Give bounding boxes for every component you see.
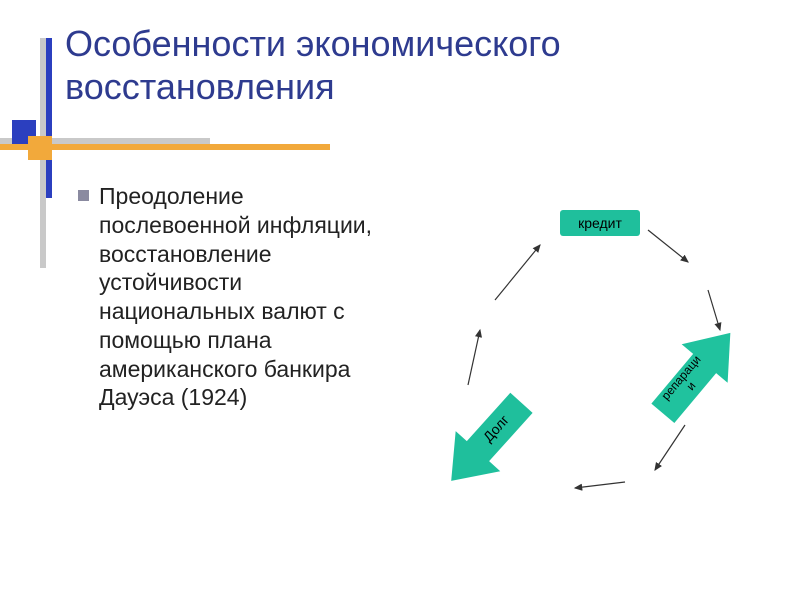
cycle-thin-arrow [468,330,480,385]
cycle-thin-arrow [648,230,688,262]
bullet-text: Преодоление послевоенной инфляции, восст… [99,182,378,412]
decor-square-orange [28,136,52,160]
cycle-diagram: кредит репараци и Долг [410,180,770,540]
node-credit: кредит [560,210,640,236]
decor-blue-v [46,38,52,198]
bullet-marker [78,190,89,201]
cycle-thin-arrow [495,245,540,300]
body-text-area: Преодоление послевоенной инфляции, восст… [78,182,378,412]
cycle-thin-arrow [575,482,625,488]
bullet-item: Преодоление послевоенной инфляции, восст… [78,182,378,412]
